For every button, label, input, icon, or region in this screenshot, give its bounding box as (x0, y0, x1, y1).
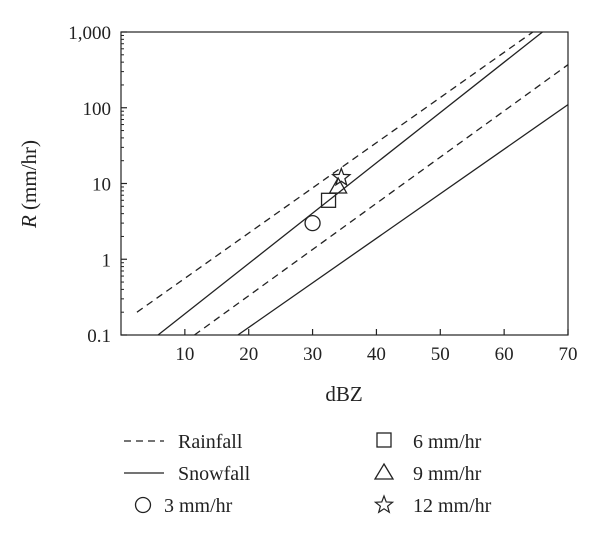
y-tick-label: 1 (102, 250, 112, 271)
series-line-snowfall-2 (157, 31, 543, 336)
y-axis-title-variable: R (17, 215, 41, 229)
marker-star (330, 166, 352, 187)
x-axis-title: dBZ (325, 382, 362, 406)
series-line-rainfall-0 (136, 31, 534, 313)
legend-3mm-label: 3 mm/hr (164, 495, 233, 517)
x-tick-label: 70 (559, 344, 578, 365)
x-tick-label: 30 (303, 344, 322, 365)
series-lines (136, 31, 569, 336)
legend-12mm-label: 12 mm/hr (413, 495, 492, 517)
legend-snowfall-label: Snowfall (178, 463, 251, 485)
y-tick-label: 100 (83, 99, 112, 120)
legend-9mm-label: 9 mm/hr (413, 463, 482, 485)
x-tick-label: 10 (175, 344, 194, 365)
series-line-snowfall-3 (237, 104, 569, 336)
y-tick-label: 1,000 (68, 23, 111, 44)
data-markers (304, 166, 352, 232)
legend: Rainfall Snowfall 3 mm/hr 6 mm/hr 9 mm/h… (124, 431, 492, 517)
marker-triangle (328, 176, 348, 194)
legend-6mm-label: 6 mm/hr (413, 431, 482, 453)
y-tick-label: 10 (92, 175, 111, 196)
legend-square-icon (376, 432, 392, 448)
legend-rainfall-label: Rainfall (178, 431, 243, 453)
marker-square (320, 192, 337, 208)
legend-triangle-icon (373, 462, 395, 480)
x-tick-label: 40 (367, 344, 386, 365)
legend-star-icon (373, 494, 395, 514)
legend-circle-icon (134, 496, 152, 514)
y-tick-label: 0.1 (87, 326, 111, 347)
y-axis-title: R (mm/hr) (17, 140, 41, 229)
series-line-rainfall-1 (194, 64, 569, 336)
x-tick-label: 20 (239, 344, 258, 365)
x-tick-label: 60 (495, 344, 514, 365)
y-axis-title-unit: (mm/hr) (17, 140, 41, 215)
x-tick-label: 50 (431, 344, 450, 365)
marker-circle (304, 214, 321, 232)
axis-ticks: 10 20 30 40 50 60 70 0.1 1 10 100 1,000 (68, 23, 577, 365)
